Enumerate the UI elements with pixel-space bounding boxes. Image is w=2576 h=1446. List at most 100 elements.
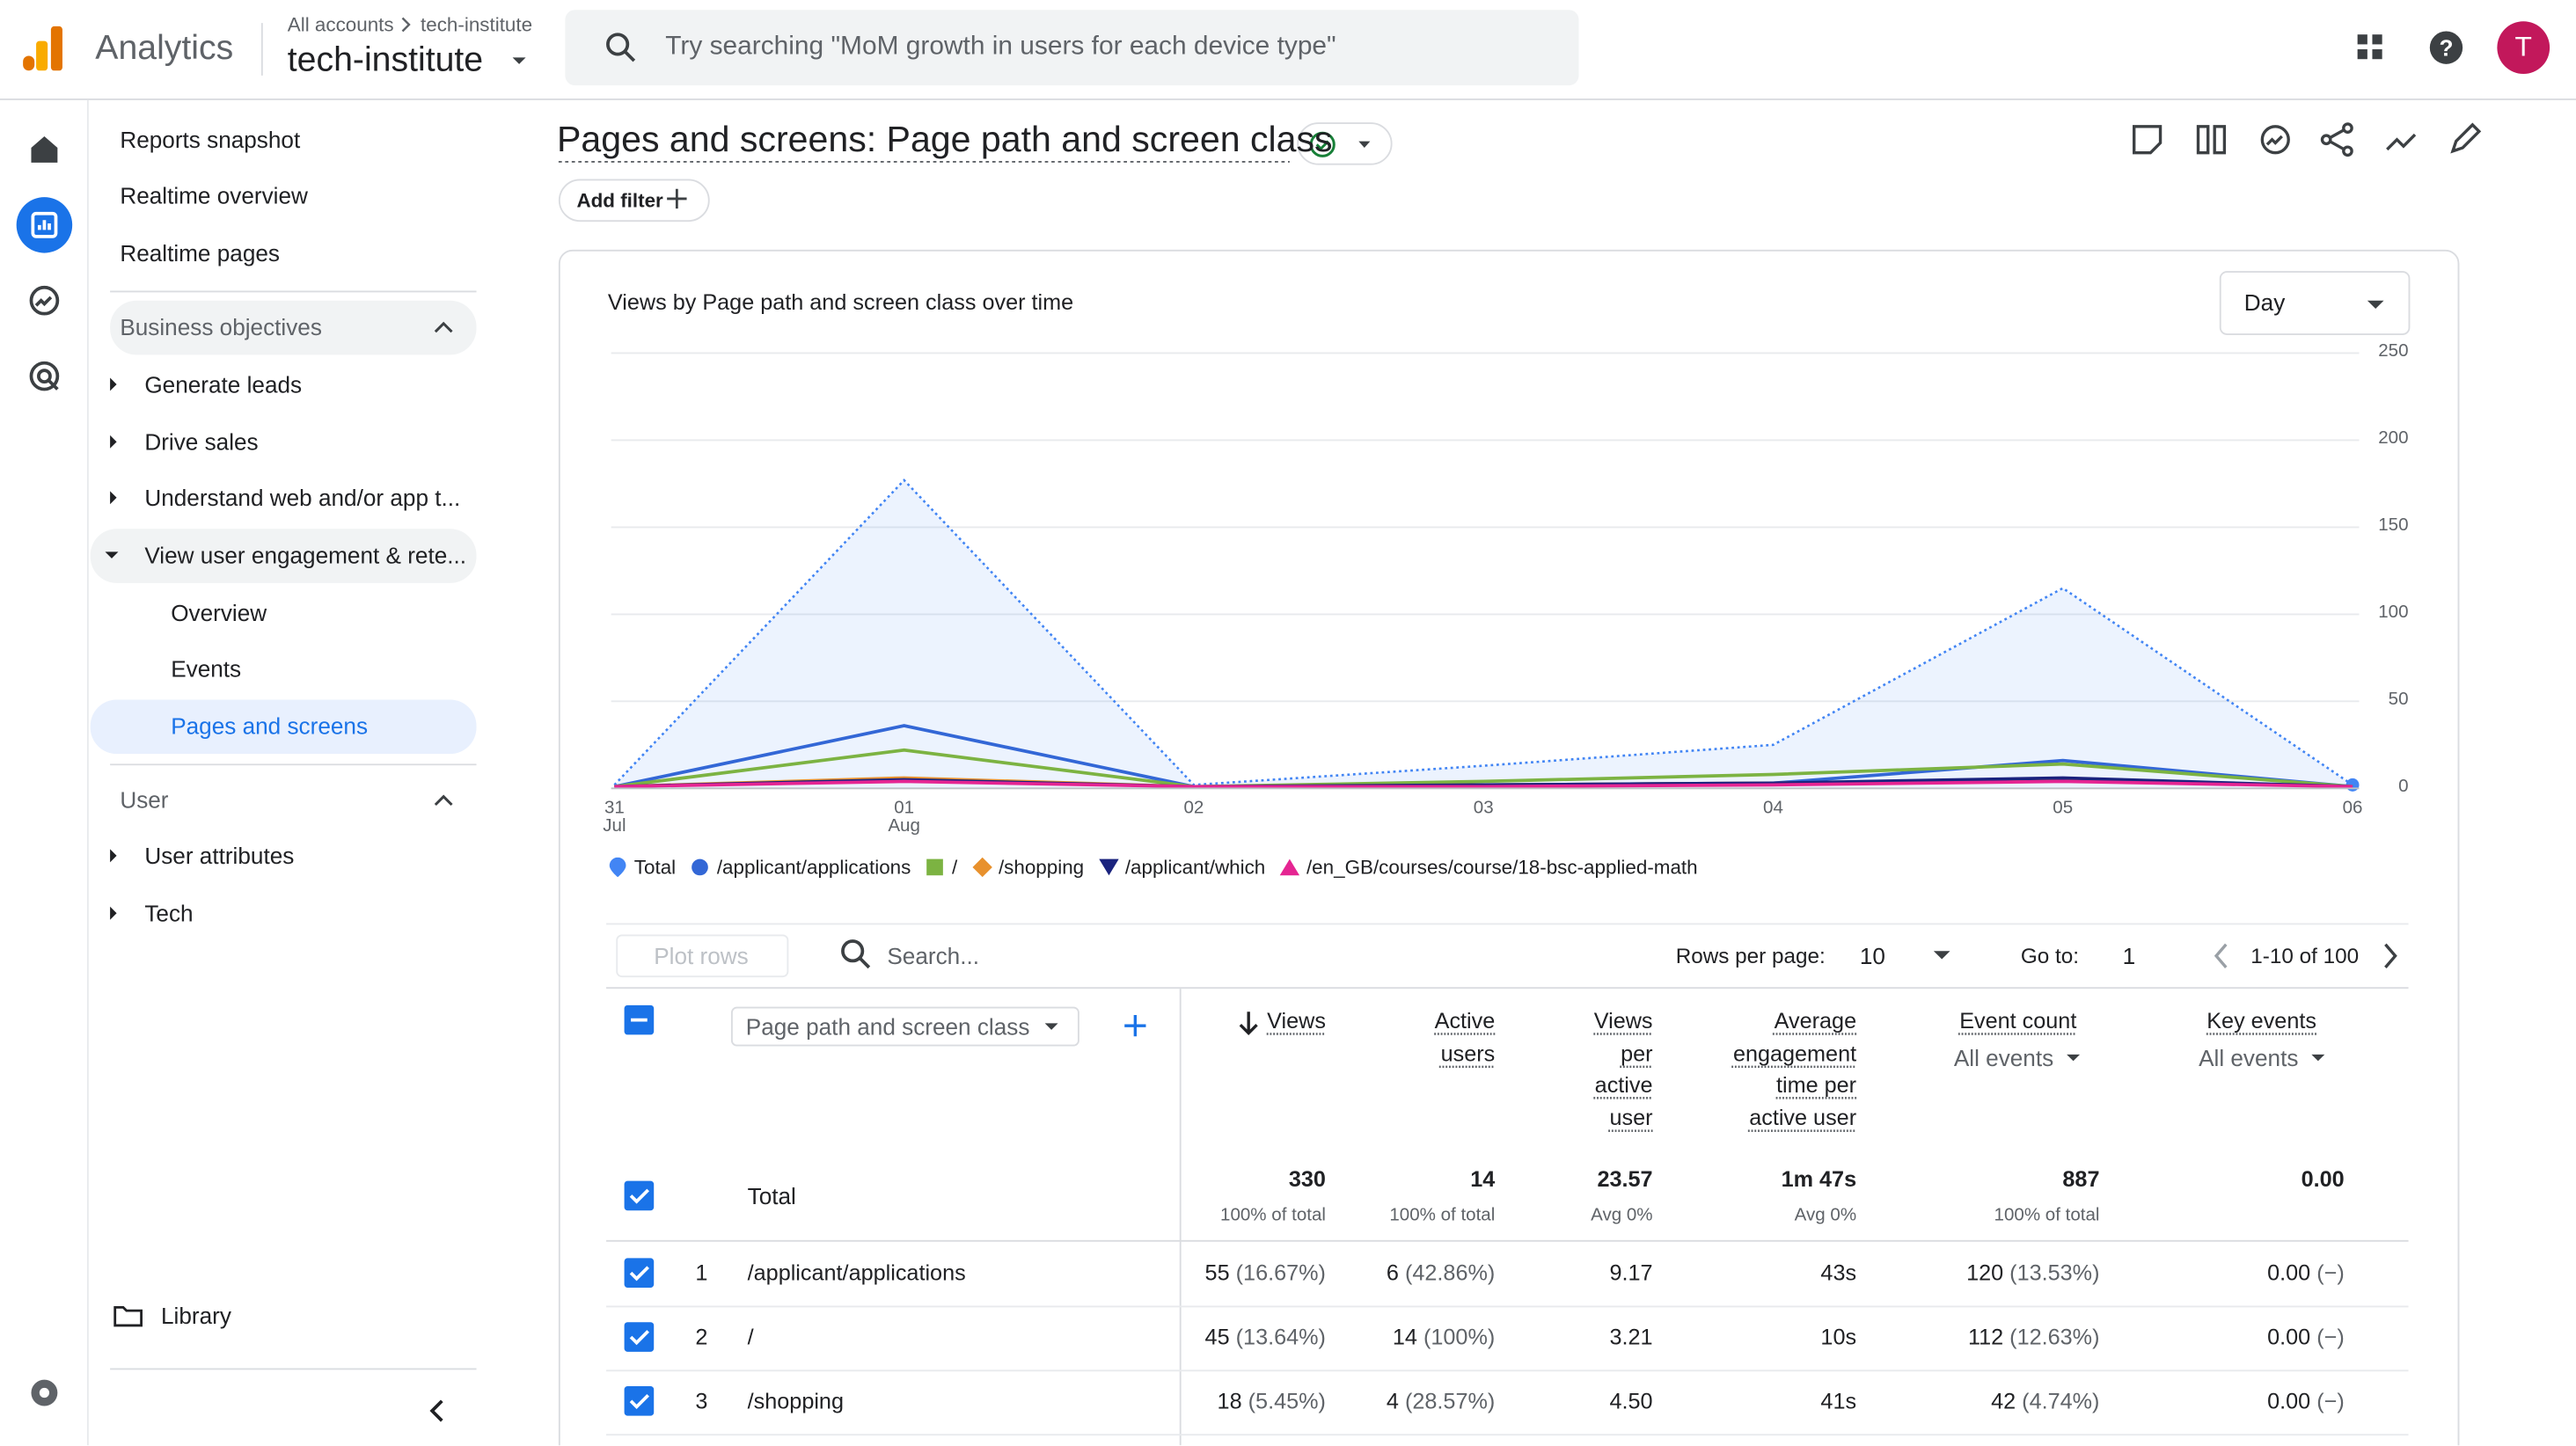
nav-item[interactable]: Realtime pages <box>120 239 280 267</box>
metric-filter[interactable]: All events <box>1953 1044 2054 1071</box>
total-checkbox[interactable] <box>624 1180 655 1211</box>
check-mark <box>1315 140 1329 151</box>
report-title: Pages and screens: Page path and screen … <box>557 118 1333 160</box>
legend-label: /applicant/applications <box>716 855 911 880</box>
caret[interactable] <box>512 57 526 64</box>
y-tick-label: 150 <box>2378 515 2408 535</box>
chevron <box>401 17 411 33</box>
cell-value: 18 <box>1217 1388 1242 1413</box>
column-header[interactable]: Active users <box>1413 1005 1496 1070</box>
search-box[interactable] <box>565 10 1579 86</box>
add-filter-button[interactable] <box>558 179 710 223</box>
rows-per-page[interactable]: 10 <box>1859 942 1885 969</box>
settings-icon[interactable] <box>31 1379 58 1406</box>
legend-item: /shopping <box>972 856 1084 879</box>
add-filter-label[interactable]: Add filter <box>576 188 663 212</box>
caret[interactable] <box>1933 951 1950 960</box>
nav-item[interactable]: Understand web and/or app t... <box>144 484 461 511</box>
nav-item[interactable]: View user engagement & rete... <box>144 542 467 569</box>
nav-item[interactable]: Generate leads <box>144 371 303 398</box>
goto-label: Go to: <box>2020 943 2079 968</box>
column-header[interactable]: Views per active user <box>1584 1005 1653 1134</box>
property-name[interactable]: tech-institute <box>287 40 484 79</box>
nav-section[interactable]: User <box>120 786 169 814</box>
nav-subitem-active[interactable]: Pages and screens <box>171 712 369 740</box>
metric-filter[interactable]: All events <box>2199 1044 2299 1071</box>
caret[interactable] <box>2311 1054 2325 1062</box>
folder-icon <box>113 1306 143 1327</box>
next-page[interactable] <box>2384 943 2397 968</box>
total-label: Total <box>747 1182 796 1209</box>
header-text: Average engagement time per active user <box>1732 1008 1857 1129</box>
logo <box>23 26 62 71</box>
header-text: Views per active user <box>1593 1008 1653 1129</box>
apps-icon[interactable] <box>2357 34 2382 60</box>
nav-subitem[interactable]: Events <box>171 655 242 682</box>
add-dimension[interactable] <box>1124 1015 1146 1037</box>
cell-share: (−) <box>2316 1260 2345 1286</box>
marker <box>927 858 944 876</box>
caret[interactable] <box>2067 1054 2081 1062</box>
nav-subitem[interactable]: Overview <box>171 599 267 626</box>
avatar[interactable] <box>2497 21 2550 75</box>
x-tick-label: 06 <box>2342 798 2363 818</box>
x-tick-label: 05 <box>2053 798 2074 818</box>
legend-marker <box>609 857 626 878</box>
cell: 41s <box>1820 1389 1856 1413</box>
x-tick-label: 02 <box>1183 798 1204 818</box>
nav-section[interactable]: Business objectives <box>120 313 322 340</box>
cell: 0.00 (−) <box>2267 1389 2345 1413</box>
cell-value: 120 <box>1966 1260 2004 1286</box>
plus-icon <box>667 188 687 209</box>
nav-item[interactable]: Realtime overview <box>120 182 308 209</box>
nav-item[interactable]: Reports snapshot <box>120 126 301 153</box>
x-tick-label: 04 <box>1763 798 1783 818</box>
granularity-value[interactable]: Day <box>2243 288 2286 316</box>
rail-icons <box>16 135 73 391</box>
cell-value: 0.00 <box>2267 1388 2311 1413</box>
collapse-icon[interactable] <box>434 794 453 807</box>
total-sub: Avg 0% <box>1794 1205 1857 1226</box>
sort-arrow[interactable] <box>1239 1011 1258 1035</box>
legend-item: /applicant/applications <box>691 856 911 879</box>
nav-item[interactable]: User attributes <box>144 842 295 869</box>
toolbar-icons[interactable] <box>2133 122 2482 157</box>
table-search[interactable]: Search... <box>887 942 979 969</box>
row-checkbox[interactable] <box>624 1322 655 1352</box>
breadcrumb-account[interactable]: tech-institute <box>421 12 533 37</box>
dimension-label[interactable]: Page path and screen class <box>745 1013 1030 1041</box>
row-checkbox[interactable] <box>624 1258 655 1289</box>
column-header[interactable]: Key events <box>2152 1005 2316 1037</box>
prev-page[interactable] <box>2214 943 2228 968</box>
nav-item[interactable]: Drive sales <box>144 428 259 456</box>
legend: Total/applicant/applications / /shopping/a… <box>608 856 1698 879</box>
collapse-icon[interactable] <box>434 321 453 333</box>
help-icon[interactable] <box>2429 31 2463 64</box>
column-header[interactable]: Average engagement time per active user <box>1722 1005 1856 1134</box>
column-header[interactable]: Views <box>1195 1005 1326 1037</box>
marker <box>692 858 709 876</box>
cell: 9.17 <box>1609 1260 1652 1285</box>
x-tick-label: 03 <box>1473 798 1494 818</box>
goto-value[interactable]: 1 <box>2122 942 2136 969</box>
check-icon <box>1309 131 1336 157</box>
y-tick-label: 50 <box>2389 689 2409 709</box>
dimension-dropdown[interactable] <box>730 1006 1079 1047</box>
cell-share: (−) <box>2316 1388 2345 1413</box>
nav-item[interactable]: Tech <box>144 900 194 927</box>
breadcrumb[interactable]: All accounts <box>287 12 394 37</box>
plot-rows-button[interactable] <box>616 934 789 978</box>
search-placeholder[interactable]: Try searching "MoM growth in users for e… <box>665 33 1336 62</box>
granularity-dropdown[interactable] <box>2219 271 2411 335</box>
row-checkbox[interactable] <box>624 1386 655 1416</box>
check-mark <box>629 1266 649 1282</box>
cell-share: (13.53%) <box>2009 1260 2100 1286</box>
column-header[interactable]: Event count <box>1913 1005 2076 1037</box>
plot-rows-label[interactable]: Plot rows <box>654 942 749 969</box>
legend-marker <box>692 858 709 876</box>
collapse-nav[interactable] <box>429 1399 443 1422</box>
nav-item[interactable]: Library <box>161 1302 231 1329</box>
cell-share: (13.64%) <box>1235 1325 1326 1350</box>
cell: 18 (5.45%) <box>1218 1389 1326 1413</box>
